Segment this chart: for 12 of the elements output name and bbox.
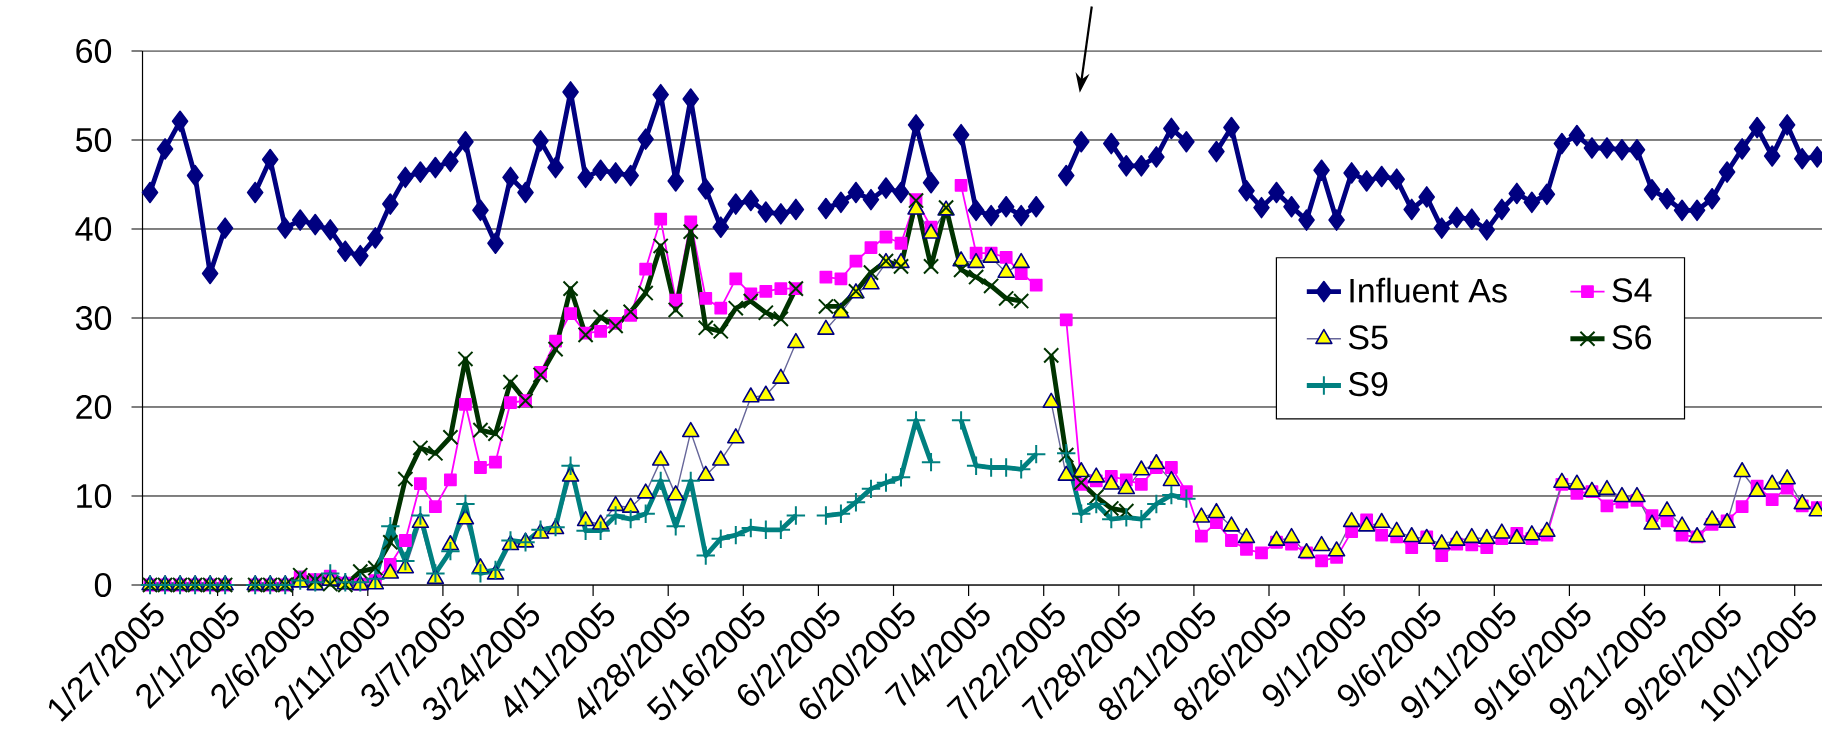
y-tick-label: 30 bbox=[75, 305, 112, 331]
legend-label: S9 bbox=[1348, 372, 1388, 397]
legend-label: S6 bbox=[1612, 325, 1652, 350]
y-tick-label: 60 bbox=[76, 38, 112, 64]
y-tick-label: 20 bbox=[76, 394, 112, 420]
y-tick-label: 40 bbox=[75, 216, 112, 242]
y-tick-label: 10 bbox=[77, 483, 112, 509]
legend-label: S5 bbox=[1348, 325, 1388, 350]
y-tick-label: 0 bbox=[94, 572, 112, 598]
y-tick-label: 50 bbox=[75, 127, 112, 153]
legend-label: S4 bbox=[1612, 278, 1652, 303]
legend-label: Influent As bbox=[1350, 277, 1507, 303]
